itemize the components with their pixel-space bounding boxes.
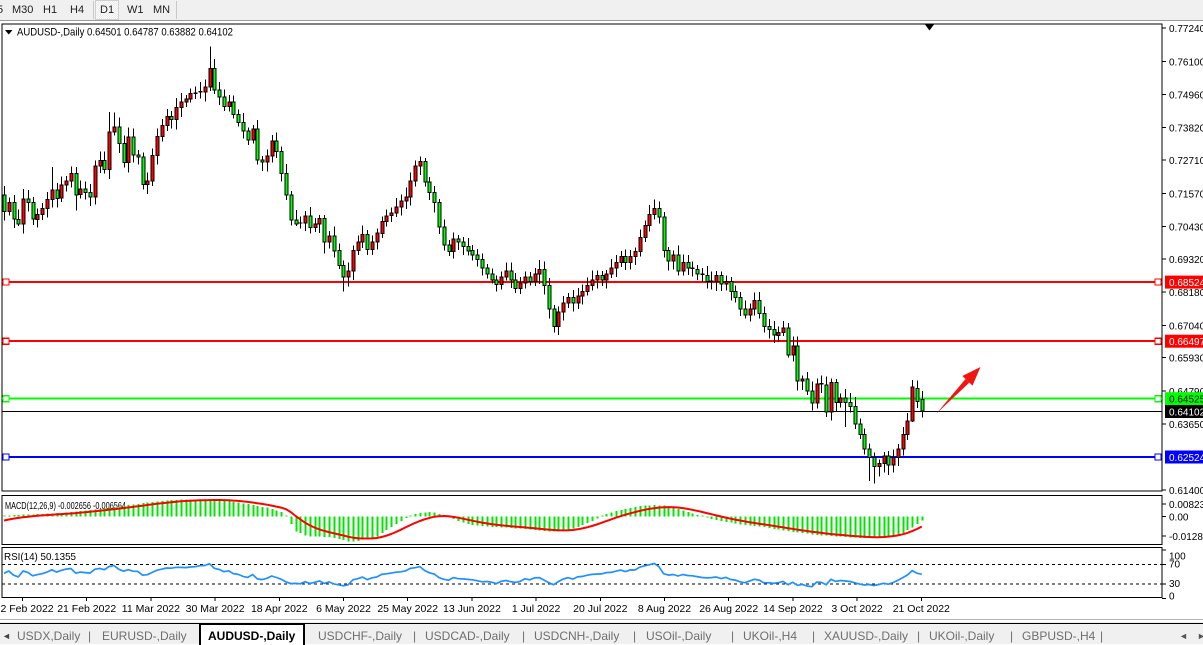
svg-text:0.70430: 0.70430 xyxy=(1169,223,1203,234)
svg-text:RSI(14) 50.1355: RSI(14) 50.1355 xyxy=(4,551,76,563)
svg-text:0.71570: 0.71570 xyxy=(1169,189,1203,200)
svg-text:26 Aug 2022: 26 Aug 2022 xyxy=(699,603,758,615)
svg-text:AUDUSD-,Daily 0.64501 0.64787: AUDUSD-,Daily 0.64501 0.64787 0.63882 0.… xyxy=(17,27,233,39)
svg-text:2 Feb 2022: 2 Feb 2022 xyxy=(1,603,54,615)
svg-text:0.00823: 0.00823 xyxy=(1169,500,1203,511)
svg-text:18 Apr 2022: 18 Apr 2022 xyxy=(251,603,308,615)
svg-text:0.76100: 0.76100 xyxy=(1169,57,1203,68)
svg-text:21 Feb 2022: 21 Feb 2022 xyxy=(57,603,116,615)
svg-text:3 Oct 2022: 3 Oct 2022 xyxy=(831,603,883,615)
svg-text:0.63650: 0.63650 xyxy=(1169,420,1203,431)
svg-text:0.64525: 0.64525 xyxy=(1169,395,1203,406)
svg-text:25 May 2022: 25 May 2022 xyxy=(377,603,438,615)
svg-text:30 Mar 2022: 30 Mar 2022 xyxy=(186,603,245,615)
svg-text:8 Aug 2022: 8 Aug 2022 xyxy=(638,603,691,615)
svg-text:6 May 2022: 6 May 2022 xyxy=(316,603,371,615)
svg-text:0.62524: 0.62524 xyxy=(1169,453,1203,464)
svg-text:1 Jul 2022: 1 Jul 2022 xyxy=(512,603,561,615)
svg-text:0: 0 xyxy=(1169,592,1175,603)
svg-text:14 Sep 2022: 14 Sep 2022 xyxy=(763,603,823,615)
svg-text:30: 30 xyxy=(1169,579,1181,590)
svg-text:-0.01282: -0.01282 xyxy=(1169,532,1203,543)
svg-text:0.68524: 0.68524 xyxy=(1169,278,1203,289)
svg-text:0.68180: 0.68180 xyxy=(1169,288,1203,299)
svg-text:0.65930: 0.65930 xyxy=(1169,354,1203,365)
svg-text:0.69320: 0.69320 xyxy=(1169,255,1203,266)
svg-text:MACD(12,26,9) -0.002656 -0.006: MACD(12,26,9) -0.002656 -0.006564 xyxy=(5,500,126,512)
svg-text:0.64102: 0.64102 xyxy=(1169,408,1203,419)
svg-text:0.74960: 0.74960 xyxy=(1169,91,1203,102)
svg-text:0.67040: 0.67040 xyxy=(1169,321,1203,332)
svg-text:0.73820: 0.73820 xyxy=(1169,124,1203,135)
svg-text:0.66497: 0.66497 xyxy=(1169,337,1203,348)
svg-text:21 Oct 2022: 21 Oct 2022 xyxy=(893,603,950,615)
svg-text:0.77240: 0.77240 xyxy=(1169,24,1203,35)
svg-text:70: 70 xyxy=(1169,560,1181,571)
svg-text:20 Jul 2022: 20 Jul 2022 xyxy=(573,603,627,615)
svg-text:0.61400: 0.61400 xyxy=(1169,486,1203,497)
svg-text:100: 100 xyxy=(1169,552,1186,563)
svg-text:0.00: 0.00 xyxy=(1169,513,1189,524)
svg-text:11 Mar 2022: 11 Mar 2022 xyxy=(122,603,180,615)
svg-text:13 Jun 2022: 13 Jun 2022 xyxy=(443,603,501,615)
svg-text:0.72710: 0.72710 xyxy=(1169,156,1203,167)
